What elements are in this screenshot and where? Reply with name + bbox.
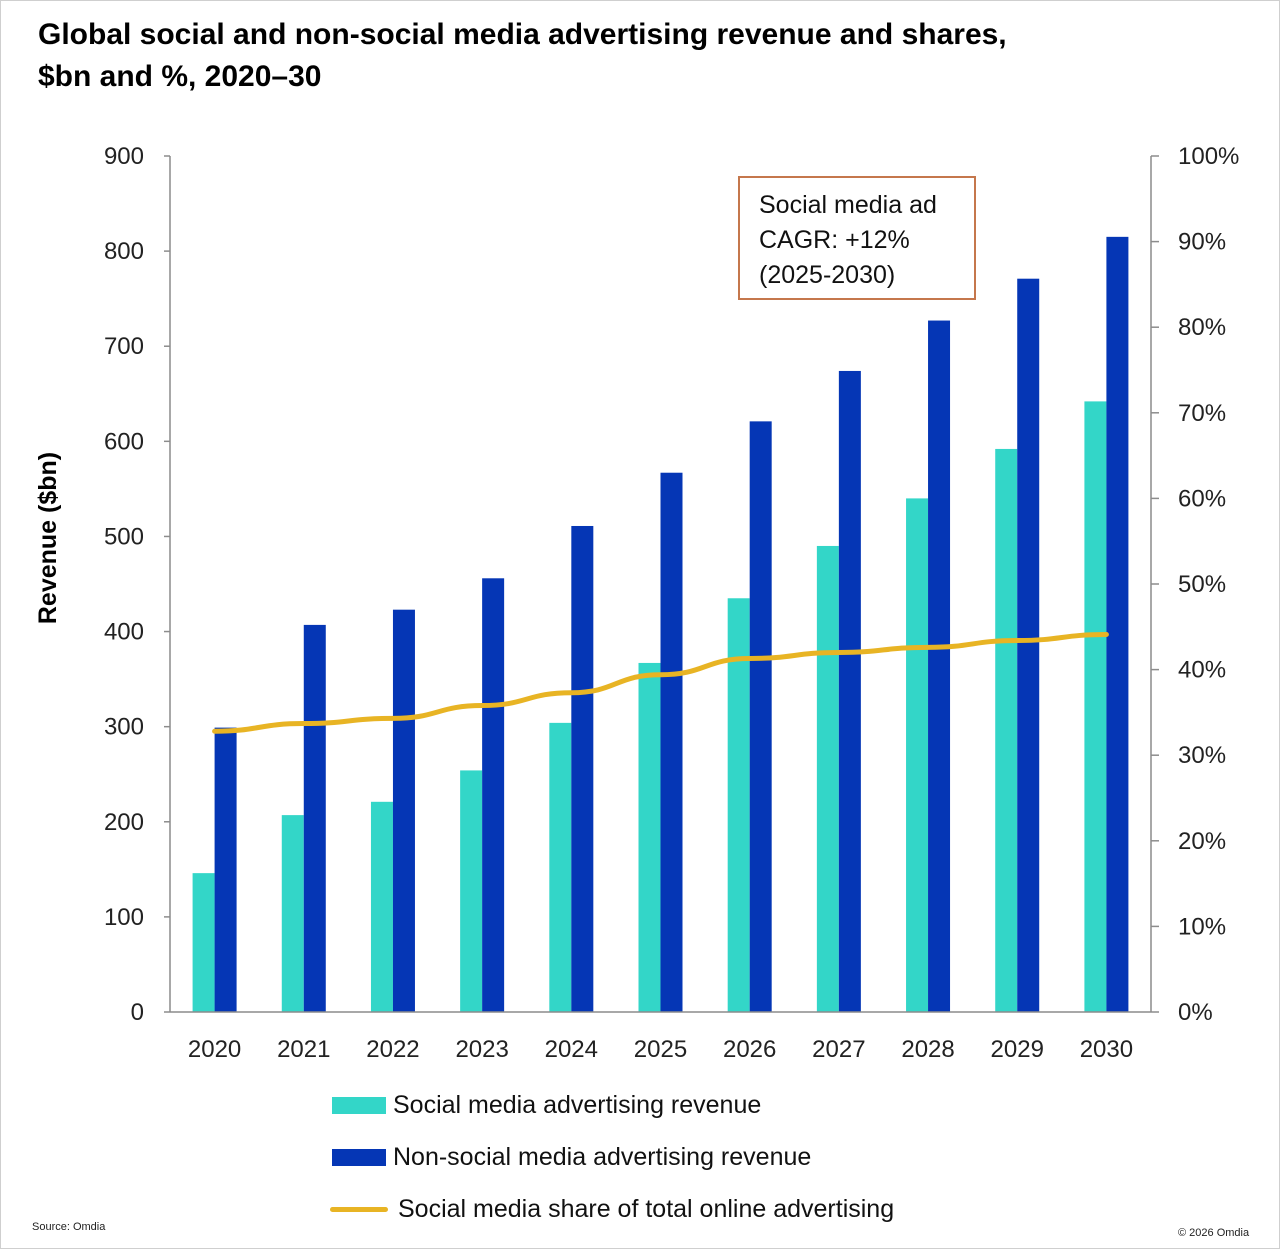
bar-nonsocial-2028 [928,320,951,1012]
bar-social-2025 [638,662,661,1012]
bars-layer [192,236,1129,1013]
x-tick-label-2025: 2025 [634,1036,687,1063]
y2-tick-label-60%: 60% [1178,485,1226,512]
y-tick-label-500: 500 [104,523,144,550]
chart-title: Global social and non-social media adver… [38,14,1188,98]
share-point-2025 [658,672,663,677]
bar-social-2026 [727,598,750,1012]
bar-social-2028 [906,498,929,1012]
y-tick-label-100: 100 [104,904,144,931]
y-tick-label-800: 800 [104,238,144,265]
legend-item-social: Social media advertising revenue [332,1091,761,1120]
y-tick-label-200: 200 [104,809,144,836]
bar-nonsocial-2023 [482,578,505,1012]
bar-social-2022 [370,801,393,1012]
bar-nonsocial-2027 [838,370,861,1012]
bar-nonsocial-2020 [214,727,237,1012]
legend-swatch-share [330,1207,388,1212]
share-point-2029 [1015,638,1020,643]
share-point-2026 [747,656,752,661]
chart-title-line-1: Global social and non-social media adver… [38,18,1007,51]
x-tick-label-2022: 2022 [366,1036,419,1063]
y2-tick-label-10%: 10% [1178,913,1226,940]
x-tick-label-2026: 2026 [723,1036,776,1063]
annotation-line-2: CAGR: +12% [759,226,910,254]
y2-tick-label-0%: 0% [1178,999,1213,1026]
share-point-2030 [1104,632,1109,637]
bar-social-2021 [281,815,304,1012]
bar-social-2020 [192,873,215,1012]
bar-social-2029 [995,448,1018,1012]
y2-tick-label-50%: 50% [1178,571,1226,598]
x-tick-label-2023: 2023 [455,1036,508,1063]
annotation-line-3: (2025-2030) [759,261,896,289]
x-tick-label-2027: 2027 [812,1036,865,1063]
share-point-2022 [390,716,395,721]
legend-swatch-nonsocial [332,1149,386,1166]
y-tick-label-300: 300 [104,714,144,741]
share-point-2020 [212,729,217,734]
y-tick-label-600: 600 [104,428,144,455]
y-axis-label: Revenue ($bn) [34,452,62,624]
legend-item-share: Social media share of total online adver… [330,1195,894,1224]
source-note: Source: Omdia [32,1221,106,1233]
bar-social-2024 [549,722,572,1012]
y2-tick-label-20%: 20% [1178,828,1226,855]
axes-layer [164,155,1159,1013]
annotation-line-1: Social media ad [759,191,937,219]
bar-nonsocial-2024 [571,525,594,1012]
y2-tick-label-90%: 90% [1178,229,1226,256]
y2-tick-label-100%: 100% [1178,143,1239,170]
x-tick-label-2021: 2021 [277,1036,330,1063]
bar-nonsocial-2026 [749,421,772,1012]
y2-tick-label-40%: 40% [1178,657,1226,684]
share-point-2024 [569,690,574,695]
chart-title-line-2: $bn and %, 2020–30 [38,60,322,93]
legend-label-social: Social media advertising revenue [393,1091,762,1119]
share-point-2023 [480,703,485,708]
share-line-layer [212,632,1109,734]
bar-social-2027 [816,545,839,1012]
share-point-2027 [836,650,841,655]
y2-tick-label-30%: 30% [1178,742,1226,769]
copyright-note: © 2026 Omdia [1178,1227,1250,1239]
legend-item-nonsocial: Non-social media advertising revenue [332,1143,811,1172]
y-tick-label-900: 900 [104,143,144,170]
y-tick-label-0: 0 [131,999,144,1026]
y2-tick-label-70%: 70% [1178,400,1226,427]
share-point-2021 [301,721,306,726]
y2-tick-label-80%: 80% [1178,314,1226,341]
share-point-2028 [926,645,931,650]
x-tick-label-2024: 2024 [545,1036,598,1063]
bar-nonsocial-2029 [1017,278,1040,1012]
cagr-annotation: Social media ad CAGR: +12% (2025-2030) [738,176,976,300]
x-tick-label-2028: 2028 [901,1036,954,1063]
bar-nonsocial-2025 [660,472,683,1013]
bar-nonsocial-2022 [392,609,415,1012]
bar-social-2030 [1084,401,1107,1012]
legend-label-share: Social media share of total online adver… [398,1195,895,1223]
x-tick-label-2020: 2020 [188,1036,241,1063]
bar-social-2023 [460,770,483,1012]
x-tick-label-2029: 2029 [991,1036,1044,1063]
y-tick-label-700: 700 [104,333,144,360]
tick-labels-layer: 2020 2021 2022 2023 2024 2025 2026 2027 2028 2029… [104,143,1239,1063]
legend-swatch-social [332,1097,386,1114]
bar-nonsocial-2030 [1106,236,1129,1012]
y-tick-label-400: 400 [104,619,144,646]
x-tick-label-2030: 2030 [1080,1036,1133,1063]
bar-nonsocial-2021 [303,624,326,1012]
legend-label-nonsocial: Non-social media advertising revenue [393,1143,812,1171]
